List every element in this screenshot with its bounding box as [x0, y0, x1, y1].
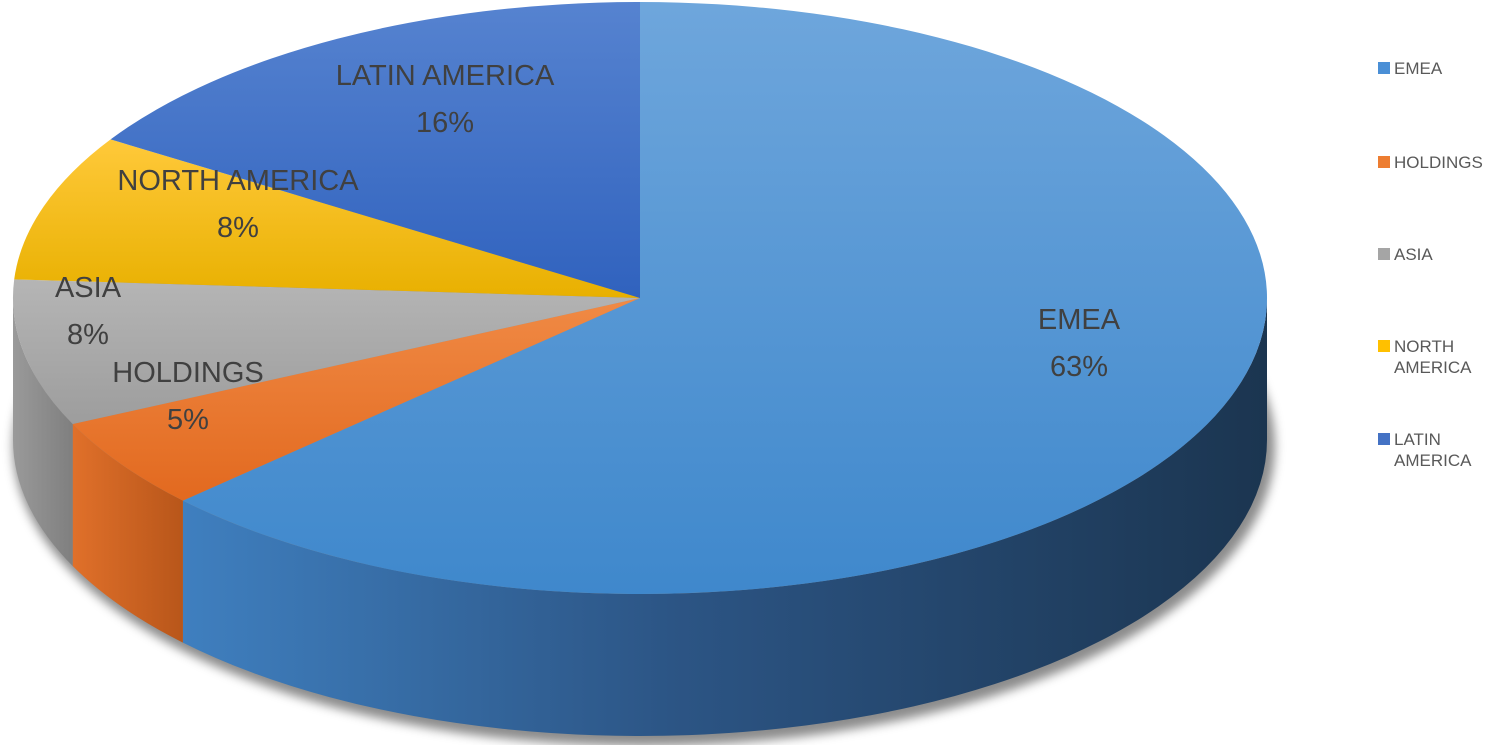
legend-item-holdings: HOLDINGS	[1378, 152, 1504, 173]
data-label-value-north-america: 8%	[217, 212, 259, 244]
pie-slice-north-america	[14, 139, 640, 298]
data-label-value-holdings: 5%	[167, 404, 209, 436]
legend-swatch-holdings	[1378, 156, 1390, 168]
data-label-category-asia: ASIA	[55, 272, 122, 304]
legend-label-emea: EMEA	[1394, 59, 1443, 78]
pie-side-asia	[13, 298, 73, 566]
pie-slice-emea	[182, 1, 1268, 594]
data-label-category-holdings: HOLDINGS	[112, 357, 263, 389]
data-label-category-emea: EMEA	[1038, 304, 1121, 336]
legend-label-latin-america: LATIN AMERICA	[1394, 430, 1472, 470]
pie-side-emea	[182, 298, 1267, 736]
legend-swatch-emea	[1378, 62, 1390, 74]
legend-swatch-asia	[1378, 248, 1390, 260]
pie-side-holdings	[72, 424, 183, 643]
data-label-value-asia: 8%	[67, 319, 109, 351]
pie-slice-asia	[12, 279, 641, 424]
data-label-category-north-america: NORTH AMERICA	[117, 165, 359, 197]
legend-label-holdings: HOLDINGS	[1394, 153, 1483, 172]
legend-swatch-north-america	[1378, 340, 1390, 352]
legend-item-north-america: NORTH AMERICA	[1378, 336, 1504, 378]
data-label-category-latin-america: LATIN AMERICA	[336, 60, 555, 92]
legend-label-north-america: NORTH AMERICA	[1394, 337, 1472, 377]
legend-item-emea: EMEA	[1378, 58, 1504, 79]
legend-swatch-latin-america	[1378, 433, 1390, 445]
data-label-value-latin-america: 16%	[416, 107, 474, 139]
legend-item-asia: ASIA	[1378, 244, 1504, 265]
legend-label-asia: ASIA	[1394, 245, 1433, 264]
pie-slice-holdings	[72, 298, 640, 501]
pie-slice-latin-america	[110, 2, 641, 298]
legend-item-latin-america: LATIN AMERICA	[1378, 429, 1504, 471]
data-label-value-emea: 63%	[1050, 351, 1108, 383]
